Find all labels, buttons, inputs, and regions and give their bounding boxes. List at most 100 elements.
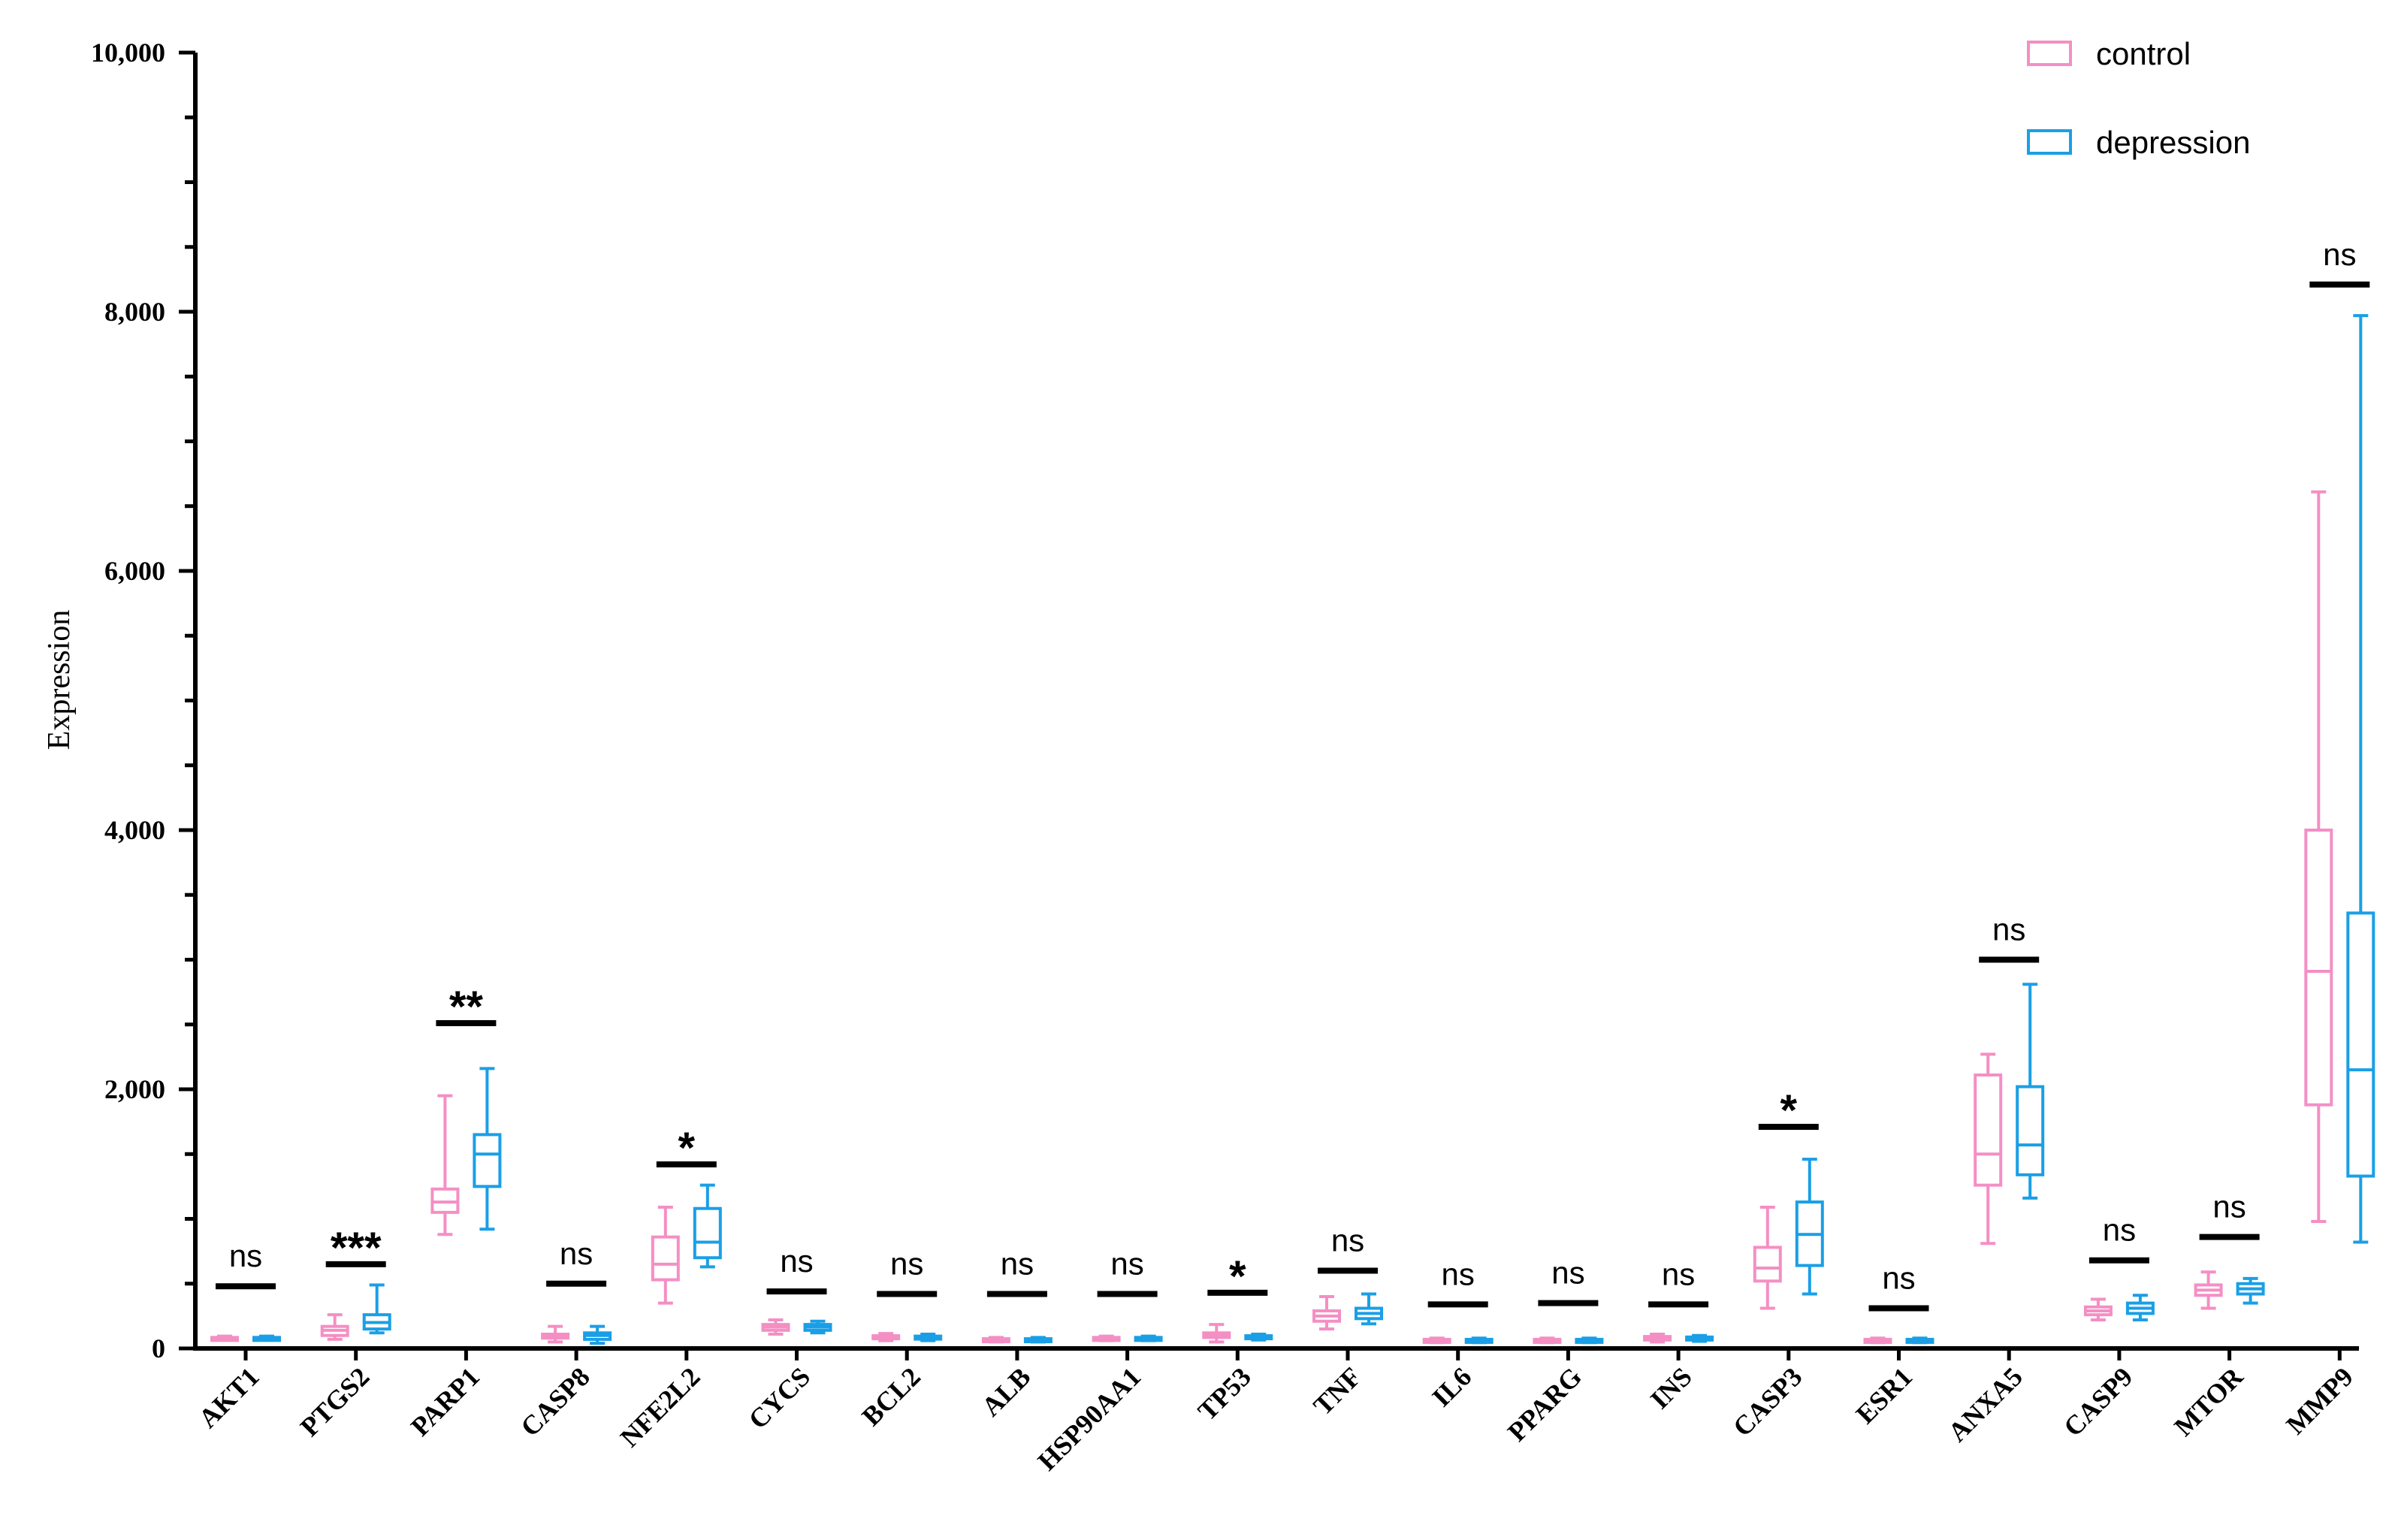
significance-label: *	[1780, 1086, 1798, 1135]
box-group-tnf	[1312, 1292, 1383, 1331]
x-tick-label: AKT1	[192, 1361, 264, 1433]
box-group-ptgs2	[320, 1283, 391, 1341]
legend-label-control: control	[2096, 36, 2191, 71]
box-depression	[2125, 1294, 2155, 1322]
y-tick-label: 2,000	[104, 1074, 165, 1104]
box-depression	[693, 1183, 722, 1269]
significance-label: ns	[2323, 237, 2356, 272]
x-tick-label: HSP90AA1	[1032, 1361, 1147, 1476]
box-group-tp53	[1202, 1323, 1273, 1344]
significance-label: ns	[1882, 1261, 1915, 1296]
legend-swatch-control	[2027, 41, 2072, 66]
significance-label: ns	[2212, 1189, 2246, 1224]
box-control	[1312, 1295, 1341, 1331]
box-iqr	[1974, 1073, 2003, 1187]
significance-label: ns	[1662, 1256, 1695, 1291]
box-control	[541, 1324, 570, 1344]
x-tick-label: PPARG	[1502, 1361, 1587, 1447]
x-tick-label: MTOR	[2168, 1361, 2249, 1442]
x-tick-label: ANXA5	[1942, 1361, 2028, 1448]
significance-label: ns	[780, 1243, 813, 1279]
x-tick-label: ESR1	[1850, 1361, 1919, 1430]
box-depression	[1464, 1336, 1494, 1345]
y-axis-title: Expression	[42, 610, 77, 750]
x-tick-label: CYCS	[743, 1361, 817, 1435]
box-group-mtor	[2194, 1270, 2265, 1310]
box-control	[1533, 1336, 1562, 1345]
x-tick-label: PARP1	[405, 1361, 485, 1442]
significance-label: ns	[1442, 1256, 1475, 1291]
x-tick-label: CASP9	[2058, 1361, 2138, 1442]
box-control	[1863, 1336, 1892, 1345]
significance-label: *	[678, 1124, 696, 1173]
box-iqr	[473, 1133, 502, 1188]
y-tick-label: 0	[152, 1333, 165, 1363]
box-control	[1643, 1333, 1672, 1344]
box-control	[871, 1332, 901, 1342]
box-group-parp1	[430, 1067, 502, 1237]
box-control	[651, 1205, 680, 1305]
box-iqr	[651, 1235, 680, 1282]
significance-label: ***	[331, 1224, 382, 1273]
x-tick-label: TNF	[1307, 1361, 1367, 1421]
box-control	[981, 1336, 1010, 1344]
box-control	[1974, 1052, 2003, 1246]
box-control	[320, 1313, 349, 1341]
box-control	[2194, 1270, 2223, 1310]
x-tick-label: INS	[1645, 1361, 1698, 1415]
x-axis: AKT1 PTGS2 PARP1 CASP8 NFE2L2 CYCS BCL2 ALBHSP9…	[192, 1346, 2359, 1476]
significance-label: ns	[890, 1246, 923, 1282]
box-iqr	[693, 1206, 722, 1260]
y-tick-label: 8,000	[104, 297, 165, 327]
y-axis: 0 2,000 4,000 6,000 8,000 10,000	[91, 38, 198, 1363]
x-tick-label: CASP8	[515, 1361, 595, 1442]
box-depression	[2236, 1276, 2265, 1305]
y-tick-label: 6,000	[104, 556, 165, 586]
box-control	[1753, 1205, 1782, 1310]
significance-label: ns	[1551, 1255, 1584, 1291]
box-depression	[1134, 1334, 1163, 1342]
box-group-ins	[1643, 1333, 1714, 1344]
box-depression	[1575, 1336, 1604, 1345]
box-depression	[914, 1333, 943, 1342]
box-depression	[1905, 1336, 1934, 1345]
box-control	[430, 1094, 460, 1237]
x-tick-label: MMP9	[2280, 1361, 2359, 1440]
x-tick-label: IL6	[1426, 1361, 1477, 1412]
box-iqr	[2016, 1085, 2045, 1176]
box-control	[761, 1318, 790, 1336]
box-group-esr1	[1863, 1336, 1934, 1345]
box-depression	[2016, 983, 2045, 1200]
box-depression	[1355, 1292, 1383, 1326]
y-tick-label: 4,000	[104, 815, 165, 845]
significance-label: ns	[2103, 1212, 2136, 1248]
significance-label: ns	[1331, 1223, 1364, 1258]
box-group-nfe2l2	[651, 1183, 722, 1305]
box-depression	[1685, 1333, 1714, 1343]
box-group-bcl2	[871, 1332, 943, 1342]
box-group-alb	[981, 1336, 1053, 1344]
box-depression	[803, 1319, 832, 1335]
box-iqr	[2346, 911, 2375, 1178]
box-group-il6	[1422, 1336, 1494, 1345]
box-depression	[2346, 314, 2375, 1244]
x-tick-label: TP53	[1192, 1361, 1257, 1426]
box-control	[1422, 1336, 1451, 1345]
box-group-akt1	[210, 1334, 281, 1342]
box-group-pparg	[1533, 1336, 1604, 1345]
significance-label: ns	[1001, 1246, 1034, 1282]
x-tick-label: ALB	[976, 1361, 1037, 1422]
box-groups	[210, 314, 2375, 1345]
box-iqr	[1753, 1246, 1782, 1283]
box-iqr	[2304, 829, 2333, 1107]
box-depression	[473, 1067, 502, 1231]
box-group-mmp9	[2304, 314, 2375, 1244]
box-control	[1202, 1323, 1231, 1344]
x-tick-label: NFE2L2	[615, 1361, 706, 1453]
significance-label: ns	[560, 1236, 593, 1271]
box-control	[2083, 1297, 2113, 1322]
box-depression	[1795, 1158, 1824, 1296]
significance-label: ns	[1992, 912, 2025, 947]
